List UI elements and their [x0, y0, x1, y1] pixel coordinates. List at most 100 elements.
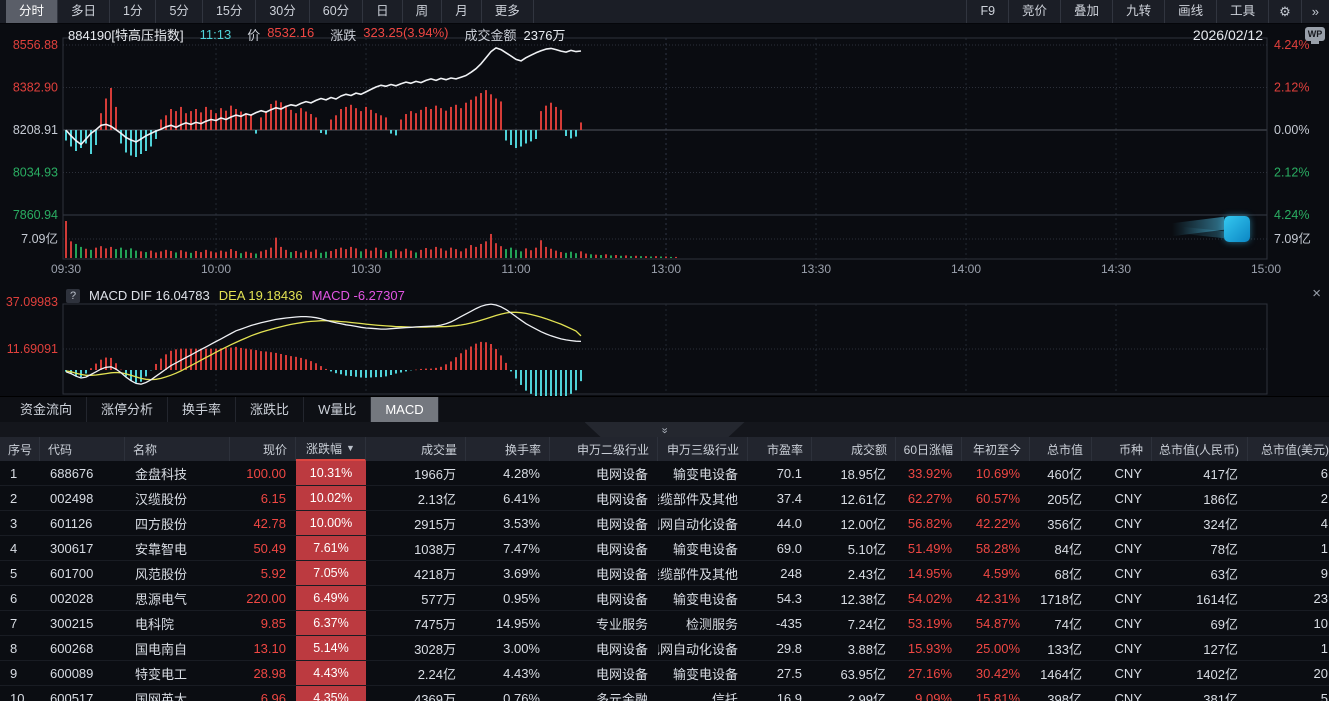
- table-row[interactable]: 9 600089 特变电工 28.98 4.43% 2.24亿 4.43% 电网设备 输变电设备…: [0, 661, 1329, 686]
- flow-bar-up: [190, 111, 192, 130]
- volume-bar: [675, 256, 677, 258]
- close-icon[interactable]: ×: [1312, 285, 1321, 302]
- macd-hist-bar: [370, 370, 372, 378]
- macd-hist-bar: [480, 341, 482, 370]
- column-header-2[interactable]: 名称: [125, 437, 230, 461]
- column-header-5[interactable]: 成交量: [366, 437, 466, 461]
- column-header-10[interactable]: 成交额: [812, 437, 896, 461]
- change-pct-badge: 5.14%: [296, 636, 366, 660]
- column-header-0[interactable]: 序号: [0, 437, 40, 461]
- toolbar-button-4[interactable]: 画线: [1165, 0, 1218, 23]
- bottom-tab-1[interactable]: 涨停分析: [87, 397, 169, 423]
- volume-bar: [450, 247, 452, 258]
- column-header-12[interactable]: 年初至今: [962, 437, 1030, 461]
- volume-bar: [295, 250, 297, 258]
- cell: CNY: [1114, 540, 1142, 556]
- volume-bar: [310, 251, 312, 258]
- macd-hist-bar: [220, 348, 222, 370]
- bottom-tab-4[interactable]: W量比: [304, 397, 372, 423]
- toolbar-button-3[interactable]: 九转: [1113, 0, 1166, 23]
- table-row[interactable]: 7 300215 电科院 9.85 6.37% 7475万 14.95% 专业服务 检测服务 -4…: [0, 611, 1329, 636]
- table-row[interactable]: 4 300617 安靠智电 50.49 7.61% 1038万 7.47% 电网设备 输变电设备…: [0, 536, 1329, 561]
- change-label: 涨跌: [330, 27, 357, 43]
- macd-dif-line: [65, 303, 582, 385]
- column-header-11[interactable]: 60日涨幅: [896, 437, 962, 461]
- column-header-13[interactable]: 总市值: [1030, 437, 1092, 461]
- volume-bar: [285, 249, 287, 258]
- timeframe-tab-6[interactable]: 60分: [310, 0, 364, 23]
- flow-bar-up: [250, 115, 252, 130]
- volume-bar: [655, 256, 657, 258]
- wp-monitor-icon[interactable]: WP: [1305, 27, 1325, 44]
- volume-bar: [390, 250, 392, 258]
- table-row[interactable]: 8 600268 国电南自 13.10 5.14% 3028万 3.00% 电网设备电网自动化…: [0, 636, 1329, 661]
- toolbar-button-5[interactable]: 工具: [1217, 0, 1270, 23]
- flow-bar-down: [390, 130, 392, 134]
- volume-axis-label: 7.09亿: [1274, 231, 1311, 246]
- column-header-3[interactable]: 现价: [230, 437, 296, 461]
- column-header-6[interactable]: 换手率: [466, 437, 550, 461]
- timeframe-tab-9[interactable]: 月: [442, 0, 482, 23]
- timeframe-tab-7[interactable]: 日: [363, 0, 403, 23]
- flow-bar-down: [130, 130, 132, 156]
- toolbar-button-0[interactable]: F9: [966, 0, 1010, 23]
- change-pct-badge: 6.37%: [296, 611, 366, 635]
- cell: 23: [1313, 590, 1328, 606]
- volume-bar: [545, 246, 547, 258]
- macd-hist-bar: [345, 370, 347, 376]
- timeframe-tab-4[interactable]: 15分: [203, 0, 257, 23]
- collapse-handle[interactable]: »: [584, 422, 745, 437]
- column-header-8[interactable]: 申万三级行业: [658, 437, 748, 461]
- timeframe-tab-2[interactable]: 1分: [110, 0, 157, 23]
- table-row[interactable]: 10 600517 国网英大 6.96 4.35% 4369万 0.76% 多元金融 信托 16.…: [0, 686, 1329, 701]
- flow-bar-down: [570, 130, 572, 139]
- bottom-tab-3[interactable]: 涨跌比: [236, 397, 305, 423]
- macd-label: MACD: [311, 288, 350, 303]
- cell: 27.16%: [907, 665, 952, 681]
- volume-bar: [590, 254, 592, 258]
- table-row[interactable]: 2 002498 汉缆股份 6.15 10.02% 2.13亿 6.41% 电网设备线缆部件及…: [0, 486, 1329, 511]
- volume-bar: [520, 251, 522, 258]
- volume-bar: [665, 256, 667, 258]
- timeframe-tab-1[interactable]: 多日: [58, 0, 111, 23]
- column-header-9[interactable]: 市盈率: [748, 437, 812, 461]
- toolbar-button-2[interactable]: 叠加: [1061, 0, 1114, 23]
- bottom-tab-0[interactable]: 资金流向: [6, 397, 88, 423]
- table-row[interactable]: 1 688676 金盘科技 100.00 10.31% 1966万 4.28% 电网设备 输变电…: [0, 461, 1329, 486]
- table-row[interactable]: 5 601700 风范股份 5.92 7.05% 4218万 3.69% 电网设备线缆部件及其…: [0, 561, 1329, 586]
- macd-hist-bar: [555, 370, 557, 401]
- help-icon[interactable]: ?: [66, 288, 80, 303]
- toolbar-button-1[interactable]: 竞价: [1009, 0, 1062, 23]
- cell: 7: [10, 615, 18, 631]
- expand-more-icon[interactable]: »: [1311, 4, 1319, 19]
- macd-hist-bar: [215, 348, 217, 370]
- flow-bar-up: [385, 117, 387, 130]
- macd-hist-bar: [510, 370, 512, 372]
- column-header-14[interactable]: 币种: [1092, 437, 1152, 461]
- timeframe-tab-8[interactable]: 周: [403, 0, 443, 23]
- bottom-tab-2[interactable]: 换手率: [168, 397, 237, 423]
- macd-hist-bar: [205, 348, 207, 370]
- cell: 3.88亿: [847, 641, 886, 657]
- cell: 0.76%: [503, 690, 540, 701]
- timeframe-tab-10[interactable]: 更多: [482, 0, 534, 23]
- time-axis-label: 10:00: [201, 262, 231, 276]
- timeframe-tab-0[interactable]: 分时: [6, 0, 59, 23]
- column-header-1[interactable]: 代码: [40, 437, 125, 461]
- volume-bar: [395, 249, 397, 258]
- cell: 4: [10, 540, 18, 556]
- cell: 1614亿: [1196, 591, 1238, 607]
- timeframe-tab-5[interactable]: 30分: [256, 0, 310, 23]
- column-header-7[interactable]: 申万二级行业: [550, 437, 658, 461]
- table-row[interactable]: 6 002028 思源电气 220.00 6.49% 577万 0.95% 电网设备 输变电设备…: [0, 586, 1329, 611]
- column-header-4[interactable]: 涨跌幅 ▼: [296, 437, 366, 461]
- constituents-table: 序号 代码 名称 现价 涨跌幅 ▼ 成交量 换手率 申万二级行业 申万三级行业 市盈率 成交额 60日涨…: [0, 437, 1329, 701]
- price-axis-label: 7860.94: [13, 208, 58, 222]
- column-header-16[interactable]: 总市值(美元): [1248, 437, 1329, 461]
- table-row[interactable]: 3 601126 四方股份 42.78 10.00% 2915万 3.53% 电网设备电网自动…: [0, 511, 1329, 536]
- timeframe-tab-3[interactable]: 5分: [156, 0, 203, 23]
- gear-icon[interactable]: ⚙: [1269, 0, 1302, 23]
- column-header-15[interactable]: 总市值(人民币): [1152, 437, 1248, 461]
- bottom-tab-5[interactable]: MACD: [371, 397, 439, 423]
- macd-hist-bar: [200, 348, 202, 370]
